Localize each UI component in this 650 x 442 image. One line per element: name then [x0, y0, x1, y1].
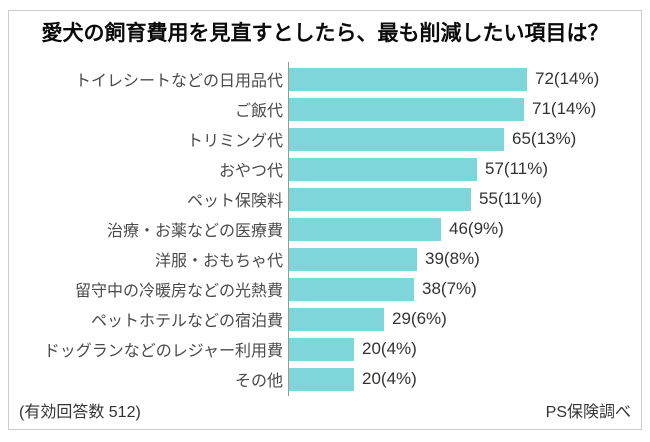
- bar-zone: 55(11%): [288, 184, 641, 214]
- value-label: 57(11%): [485, 159, 548, 178]
- bar-zone: 46(9%): [288, 214, 641, 244]
- bar-row: その他 20(4%): [9, 364, 641, 394]
- bar: [288, 127, 504, 151]
- bar-zone: 20(4%): [288, 334, 641, 364]
- value-label: 46(9%): [449, 219, 504, 238]
- bar: [288, 247, 417, 271]
- value-label: 39(8%): [425, 249, 480, 268]
- chart-frame: 愛犬の飼育費用を見直すとしたら、最も削減したい項目は？ トイレシートなどの日用品…: [8, 10, 642, 430]
- bar-row: 留守中の冷暖房などの光熱費 38(7%): [9, 274, 641, 304]
- bar-zone: 20(4%): [288, 364, 641, 394]
- bar: [288, 217, 441, 241]
- bar-rows: トイレシートなどの日用品代 72(14%) ご飯代 71(14%) トリミング代 65(1…: [9, 64, 641, 394]
- bar: [288, 367, 354, 391]
- bar-chart: トイレシートなどの日用品代 72(14%) ご飯代 71(14%) トリミング代 65(1…: [9, 62, 641, 396]
- bar: [288, 337, 354, 361]
- category-label: おやつ代: [218, 163, 283, 180]
- bar: [288, 277, 414, 301]
- category-label: トリミング代: [186, 133, 283, 150]
- bar-zone: 39(8%): [288, 244, 641, 274]
- axis-line: [288, 62, 289, 396]
- category-label: ペット保険料: [186, 193, 283, 210]
- category-label: 治療・お薬などの医療費: [106, 223, 283, 240]
- bar-row: ペット保険料 55(11%): [9, 184, 641, 214]
- bar-row: ドッグランなどのレジャー利用費 20(4%): [9, 334, 641, 364]
- category-label: ドッグランなどのレジャー利用費: [43, 343, 283, 360]
- category-label: 洋服・おもちゃ代: [154, 253, 283, 270]
- bar-row: ペットホテルなどの宿泊費 29(6%): [9, 304, 641, 334]
- category-label: ペットホテルなどの宿泊費: [90, 313, 283, 330]
- value-label: 71(14%): [532, 99, 597, 118]
- bar-row: トイレシートなどの日用品代 72(14%): [9, 64, 641, 94]
- bar-zone: 57(11%): [288, 154, 641, 184]
- bar: [288, 187, 471, 211]
- chart-footer: (有効回答数 512) PS保険調べ: [19, 398, 631, 422]
- value-label: 72(14%): [535, 69, 600, 88]
- bar-zone: 29(6%): [288, 304, 641, 334]
- bar-row: 治療・お薬などの医療費 46(9%): [9, 214, 641, 244]
- value-label: 65(13%): [512, 129, 577, 148]
- category-label: 留守中の冷暖房などの光熱費: [74, 283, 283, 300]
- chart-title: 愛犬の飼育費用を見直すとしたら、最も削減したい項目は？: [41, 22, 609, 45]
- value-label: 55(11%): [479, 189, 542, 208]
- value-label: 20(4%): [362, 369, 417, 388]
- category-label: その他: [234, 373, 283, 390]
- value-label: 38(7%): [422, 279, 477, 298]
- bar: [288, 97, 524, 121]
- bar-zone: 72(14%): [288, 64, 641, 94]
- category-label: ご飯代: [234, 103, 283, 120]
- bar-row: ご飯代 71(14%): [9, 94, 641, 124]
- bar-zone: 38(7%): [288, 274, 641, 304]
- bar: [288, 307, 384, 331]
- category-label: トイレシートなどの日用品代: [74, 73, 283, 90]
- bar: [288, 157, 477, 181]
- bar-zone: 71(14%): [288, 94, 641, 124]
- sample-size-note: (有効回答数 512): [19, 404, 141, 421]
- bar-row: おやつ代 57(11%): [9, 154, 641, 184]
- value-label: 20(4%): [362, 339, 417, 358]
- source-note: PS保険調べ: [545, 404, 631, 421]
- bar-row: トリミング代 65(13%): [9, 124, 641, 154]
- bar: [288, 67, 527, 91]
- bar-zone: 65(13%): [288, 124, 641, 154]
- bar-row: 洋服・おもちゃ代 39(8%): [9, 244, 641, 274]
- value-label: 29(6%): [392, 309, 447, 328]
